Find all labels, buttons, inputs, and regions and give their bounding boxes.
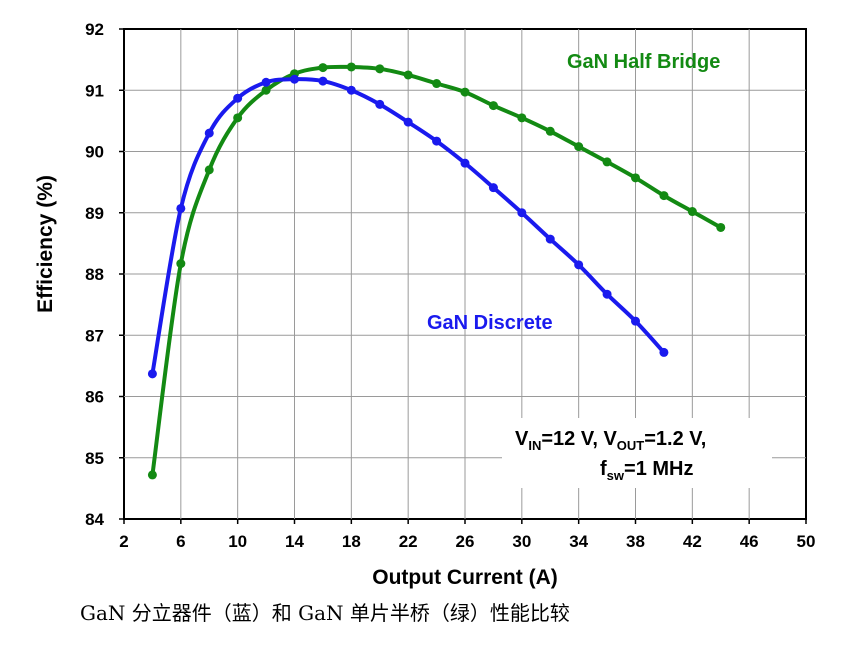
data-point-gan-discrete <box>602 289 612 299</box>
x-axis-ticks: 2 6 10 14 18 22 26 30 34 38 42 46 50 <box>119 519 815 551</box>
vin-subscript: IN <box>528 438 541 453</box>
data-point-gan-discrete <box>261 77 271 87</box>
data-point-gan-half-bridge <box>403 70 413 80</box>
vin-value: =12 V, <box>541 428 603 450</box>
conditions-line-2: fsw=1 MHz <box>600 458 693 483</box>
data-point-gan-half-bridge <box>261 85 271 95</box>
data-point-gan-discrete <box>375 99 385 109</box>
data-point-gan-half-bridge <box>176 259 186 269</box>
data-point-gan-discrete <box>488 183 498 193</box>
vin-symbol: V <box>515 428 529 450</box>
x-tick-label: 22 <box>399 532 418 551</box>
data-point-gan-discrete <box>432 136 442 146</box>
efficiency-chart: 2 6 10 14 18 22 26 30 34 38 42 46 50 848586878889909… <box>34 20 815 589</box>
data-point-gan-discrete <box>517 208 527 218</box>
data-point-gan-half-bridge <box>375 64 385 74</box>
y-tick-label: 92 <box>85 20 104 39</box>
x-tick-label: 14 <box>285 532 304 551</box>
y-tick-label: 84 <box>85 510 104 529</box>
x-tick-label: 34 <box>569 532 588 551</box>
x-tick-label: 30 <box>512 532 531 551</box>
series-gan-half-bridge <box>147 62 726 480</box>
y-tick-label: 91 <box>85 81 104 100</box>
data-point-gan-discrete <box>290 74 299 84</box>
data-point-gan-half-bridge <box>574 142 584 152</box>
data-point-gan-half-bridge <box>488 101 498 111</box>
data-point-gan-half-bridge <box>602 157 612 167</box>
x-tick-label: 42 <box>683 532 702 551</box>
fsw-value: =1 MHz <box>624 458 693 480</box>
data-point-gan-half-bridge <box>432 79 442 89</box>
y-tick-label: 90 <box>85 143 104 162</box>
x-tick-label: 26 <box>456 532 475 551</box>
data-point-gan-half-bridge <box>545 126 555 136</box>
data-point-gan-discrete <box>318 76 328 86</box>
y-tick-label: 87 <box>85 326 104 345</box>
x-tick-label: 6 <box>176 532 185 551</box>
data-point-gan-half-bridge <box>147 470 157 480</box>
fsw-symbol: f <box>600 458 607 480</box>
y-axis-ticks: 84 85 86 87 88 89 90 91 92 <box>85 20 124 529</box>
x-tick-label: 46 <box>740 532 759 551</box>
vout-symbol: V <box>603 428 617 450</box>
y-axis-title: Efficiency (%) <box>34 175 57 313</box>
data-point-gan-discrete <box>233 93 243 103</box>
y-tick-label: 88 <box>85 265 104 284</box>
vout-subscript: OUT <box>617 438 645 453</box>
legend-gan-half-bridge: GaN Half Bridge <box>567 51 720 73</box>
data-point-gan-half-bridge <box>204 165 214 175</box>
conditions-box <box>502 418 772 488</box>
data-point-gan-half-bridge <box>517 113 527 123</box>
data-point-gan-half-bridge <box>659 191 669 201</box>
data-point-gan-discrete <box>176 203 186 213</box>
series-group <box>147 62 726 480</box>
x-tick-label: 18 <box>342 532 361 551</box>
figure-caption: GaN 分立器件（蓝）和 GaN 单片半桥（绿）性能比较 <box>80 601 570 625</box>
data-point-gan-discrete <box>403 117 413 127</box>
legend-gan-discrete: GaN Discrete <box>427 312 553 334</box>
y-tick-label: 86 <box>85 388 104 407</box>
data-point-gan-discrete <box>659 347 669 357</box>
x-tick-label: 38 <box>626 532 645 551</box>
data-point-gan-discrete <box>460 158 470 168</box>
data-point-gan-half-bridge <box>318 63 328 73</box>
y-tick-label: 89 <box>85 204 104 223</box>
data-point-gan-discrete <box>147 369 157 379</box>
data-point-gan-discrete <box>631 316 640 326</box>
data-point-gan-discrete <box>346 85 356 95</box>
data-point-gan-half-bridge <box>687 207 697 217</box>
data-point-gan-discrete <box>204 128 214 138</box>
data-point-gan-discrete <box>574 260 584 270</box>
data-point-gan-half-bridge <box>460 87 470 97</box>
conditions-line-1: VIN=12 V, VOUT=1.2 V, <box>515 428 706 453</box>
x-tick-label: 10 <box>228 532 247 551</box>
x-tick-label: 2 <box>119 532 128 551</box>
data-point-gan-half-bridge <box>631 173 640 183</box>
series-gan-discrete <box>147 74 669 379</box>
data-point-gan-half-bridge <box>346 62 356 72</box>
x-axis-title: Output Current (A) <box>372 566 557 589</box>
series-line-gan-half-bridge <box>150 64 722 476</box>
data-point-gan-discrete <box>545 234 555 244</box>
x-tick-label: 50 <box>797 532 816 551</box>
fsw-subscript: sw <box>607 468 625 483</box>
y-tick-label: 85 <box>85 449 104 468</box>
vout-value: =1.2 V, <box>644 428 706 450</box>
data-point-gan-half-bridge <box>716 222 726 232</box>
data-point-gan-half-bridge <box>233 113 243 123</box>
